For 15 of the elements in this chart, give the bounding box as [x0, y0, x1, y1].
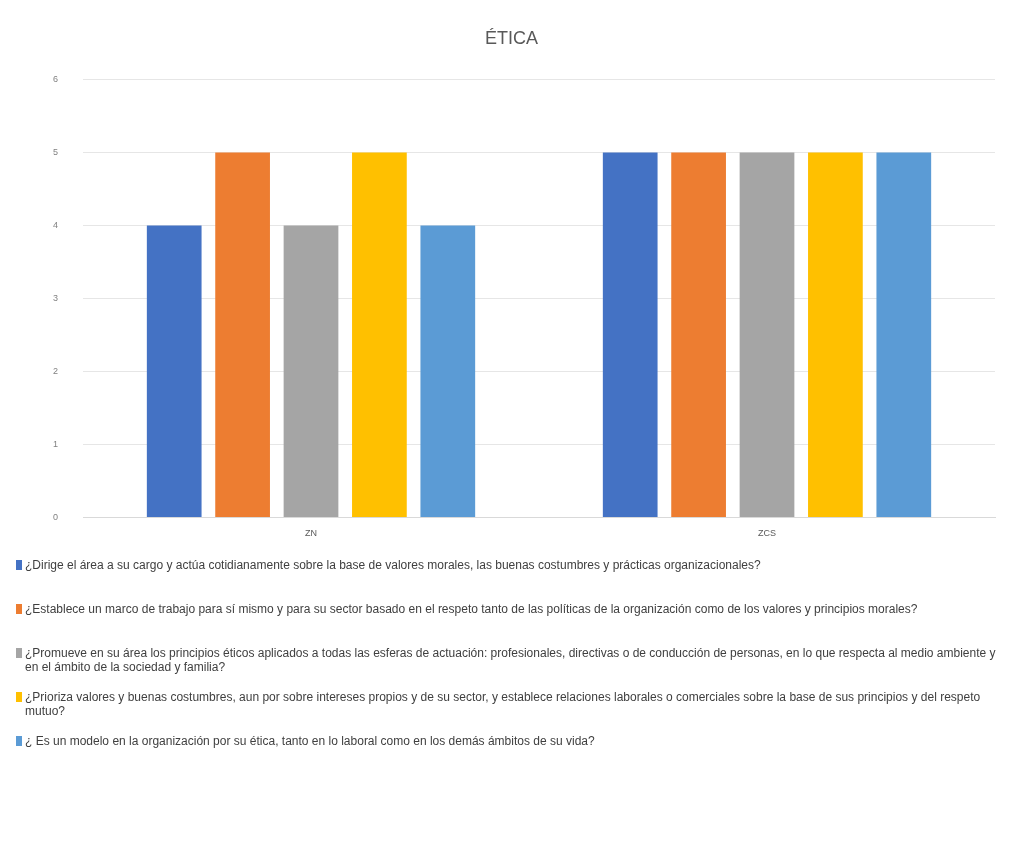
- chart-title: ÉTICA: [484, 27, 539, 48]
- legend-label: ¿Promueve en su área los principios éticos aplicados a todas las esferas de actuación: profesionales, directivas o de conducción de personas, en lo que respecta al medio ambiente y en el ámbito de la sociedad y familia?: [25, 646, 997, 674]
- legend-label: ¿Dirige el área a su cargo y actúa cotidianamente sobre la base de valores morales, las buenas costumbres y prácticas organizacionales?: [25, 558, 761, 572]
- y-tick-label: 4: [52, 220, 59, 231]
- x-tick-label: ZCS: [758, 528, 776, 539]
- legend-label: ¿ Es un modelo en la organización por su ética, tanto en lo laboral como en los demás ámbitos de su vida?: [25, 734, 595, 748]
- y-tick-label: 5: [52, 147, 59, 158]
- y-tick-label: 1: [52, 439, 59, 450]
- x-tick-label: ZN: [305, 528, 317, 539]
- y-tick-label: 2: [52, 366, 59, 377]
- y-tick-label: 3: [52, 293, 59, 304]
- legend-label: ¿Establece un marco de trabajo para sí mismo y para su sector basado en el respeto tanto de las políticas de la organización como de los valores y principios morales?: [25, 602, 918, 616]
- y-tick-label: 0: [52, 512, 59, 523]
- legend-label: ¿Prioriza valores y buenas costumbres, aun por sobre intereses propios y de su sector, y establece relaciones laborales o comerciales sobre la base de sus principios y del respeto mutuo?: [25, 690, 982, 718]
- y-tick-label: 6: [52, 74, 59, 85]
